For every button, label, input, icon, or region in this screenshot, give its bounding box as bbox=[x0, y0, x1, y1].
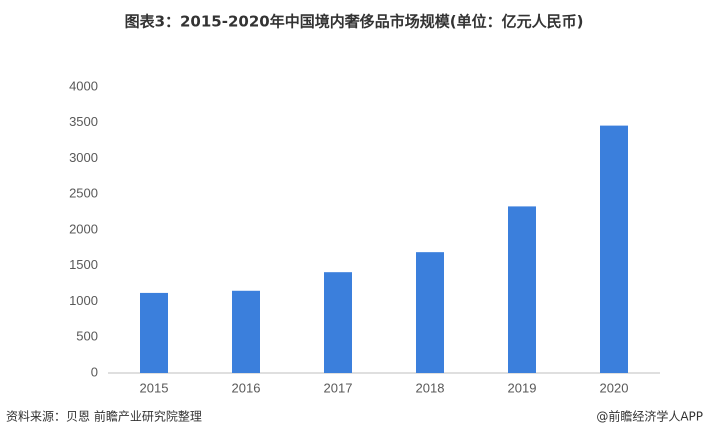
y-tick-label: 4000 bbox=[69, 78, 98, 93]
y-tick-label: 2500 bbox=[69, 186, 98, 201]
chart-title: 图表3：2015-2020年中国境内奢侈品市场规模(单位：亿元人民币) bbox=[125, 13, 584, 31]
bar bbox=[140, 292, 168, 373]
bar bbox=[416, 252, 444, 373]
bar bbox=[324, 272, 352, 373]
y-tick-label: 3000 bbox=[69, 150, 98, 165]
y-tick-label: 1500 bbox=[69, 257, 98, 272]
x-tick-label: 2020 bbox=[600, 380, 629, 395]
source-note: 资料来源：贝恩 前瞻产业研究院整理 bbox=[6, 409, 202, 424]
x-tick-label: 2017 bbox=[324, 380, 353, 395]
x-tick-label: 2015 bbox=[140, 380, 169, 395]
x-tick-label: 2016 bbox=[232, 380, 261, 395]
y-tick-label: 0 bbox=[91, 364, 98, 379]
y-tick-label: 3500 bbox=[69, 114, 98, 129]
y-tick-label: 2000 bbox=[69, 221, 98, 236]
bar bbox=[600, 125, 628, 373]
bar bbox=[232, 290, 260, 373]
x-tick-label: 2018 bbox=[416, 380, 445, 395]
y-tick-label: 1000 bbox=[69, 293, 98, 308]
x-tick-label: 2019 bbox=[508, 380, 537, 395]
credit: @前瞻经济学人APP bbox=[596, 409, 703, 424]
y-tick-label: 500 bbox=[76, 329, 98, 344]
bar bbox=[508, 206, 536, 373]
